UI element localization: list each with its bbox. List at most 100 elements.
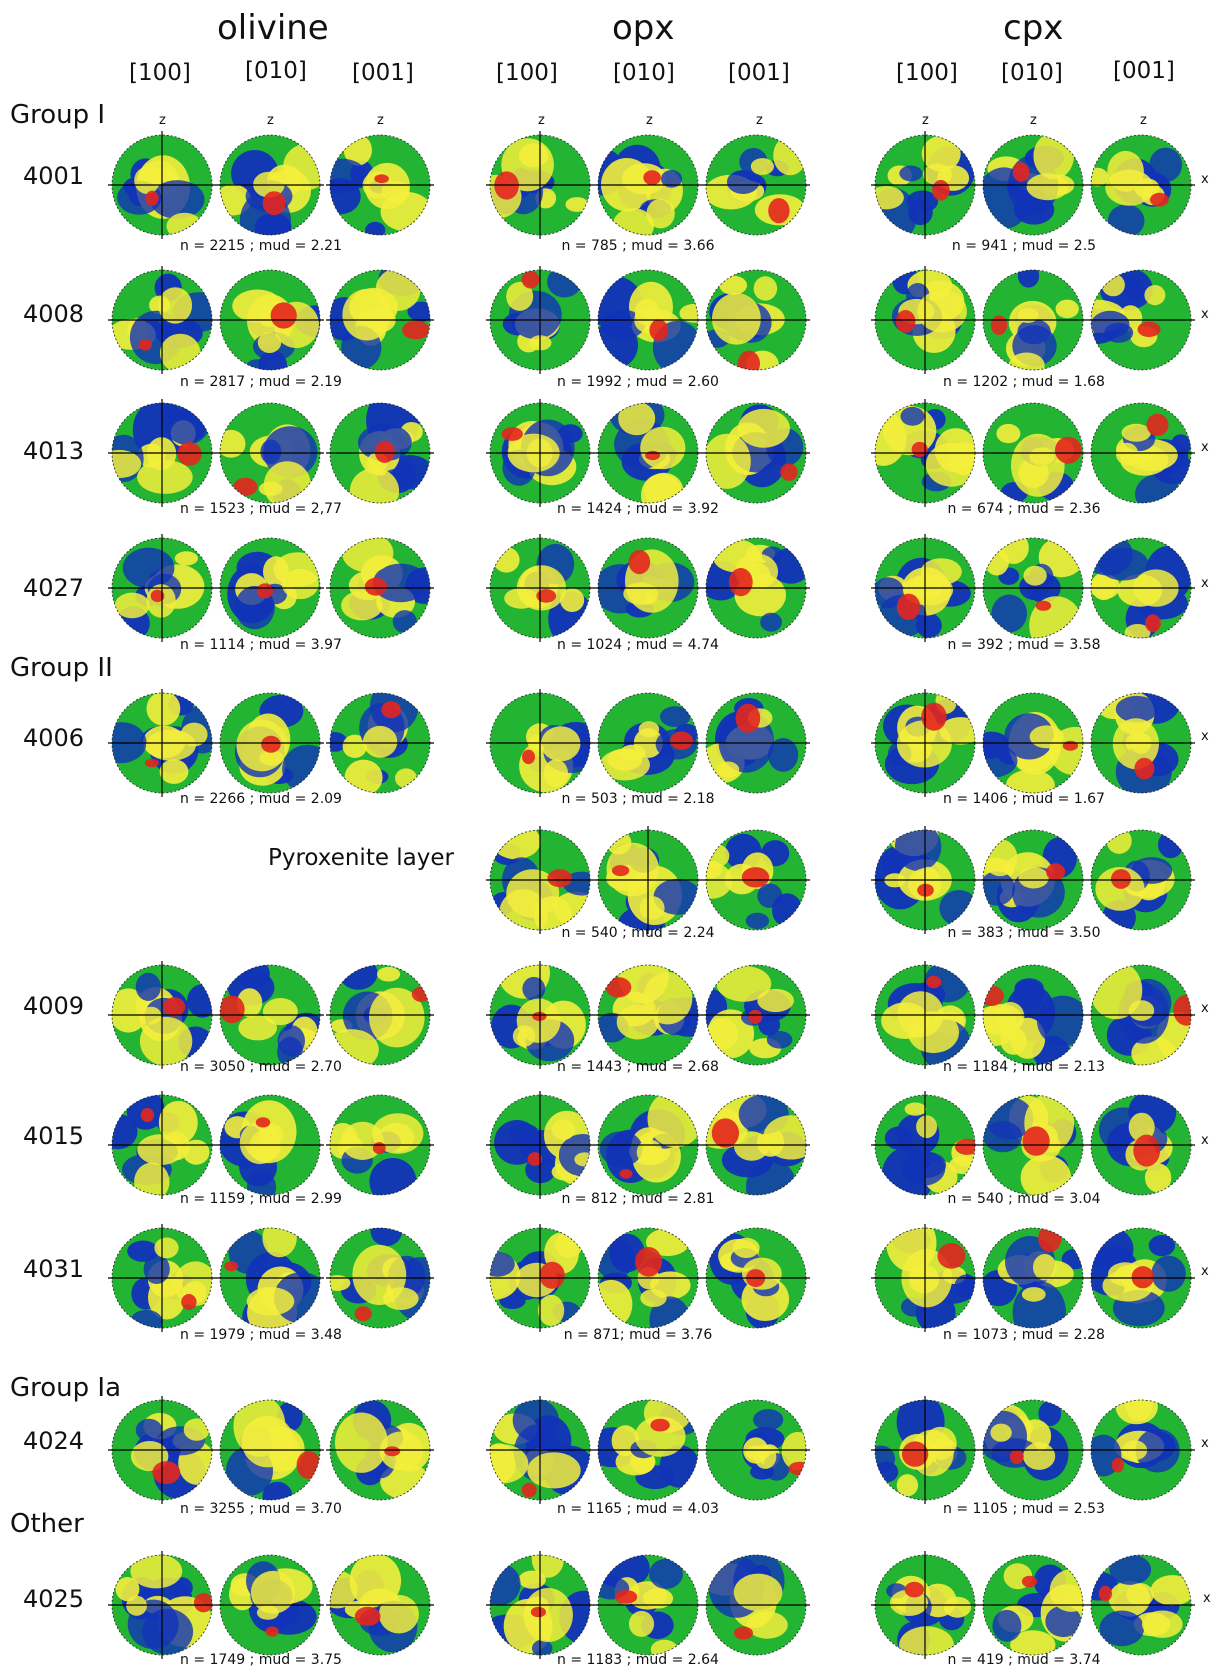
stats-opx: n = 1443 ; mud = 2.68: [557, 1059, 719, 1075]
x-axis-label: x: [1201, 729, 1209, 744]
stats-olivine: n = 1114 ; mud = 3.97: [180, 637, 342, 653]
pole-figure-olivine: [330, 965, 430, 1065]
stats-cpx: n = 941 ; mud = 2.5: [951, 238, 1097, 254]
stats-opx: n = 871; mud = 3.76: [563, 1327, 713, 1343]
x-axis-label: x: [1201, 1133, 1209, 1148]
pole-figure-cpx: [983, 1228, 1083, 1328]
pole-figure-opx: [490, 1400, 590, 1500]
axis-olivine-001: [001]: [352, 60, 414, 86]
axis-olivine-100: [100]: [129, 60, 191, 86]
pole-figure-opx: [490, 693, 590, 793]
stats-cpx: n = 383 ; mud = 3.50: [947, 925, 1101, 941]
pole-figure-olivine: [330, 693, 430, 793]
pole-figure-opx: [598, 538, 698, 638]
pole-figure-cpx: [1091, 270, 1191, 370]
stats-cpx: n = 1105 ; mud = 2.53: [943, 1501, 1105, 1517]
group-label-I: Group I: [10, 100, 106, 130]
group-label-Ia: Group Ia: [10, 1373, 122, 1403]
pole-figure-olivine: [112, 1228, 212, 1328]
stats-opx: n = 503 ; mud = 2.18: [561, 791, 715, 807]
z-axis-label: z: [1030, 113, 1037, 128]
pole-figure-opx: [706, 1228, 806, 1328]
stats-olivine: n = 2817 ; mud = 2.19: [180, 374, 342, 390]
stats-cpx: n = 1184 ; mud = 2.13: [943, 1059, 1105, 1075]
pole-figure-cpx: [1091, 693, 1191, 793]
stats-olivine: n = 1979 ; mud = 3.48: [180, 1327, 342, 1343]
pole-figure-olivine: [112, 270, 212, 370]
pole-figure-olivine: [330, 403, 430, 503]
z-axis-label: z: [922, 113, 929, 128]
pole-figure-olivine: [112, 1555, 212, 1655]
x-axis-label: x: [1201, 307, 1209, 322]
sample-label: 4024: [23, 1427, 85, 1455]
pole-figure-cpx: [875, 830, 975, 930]
stats-olivine: n = 1159 ; mud = 2.99: [180, 1191, 342, 1207]
sample-label: 4027: [23, 574, 85, 602]
sample-label: 4031: [23, 1255, 85, 1283]
stats-olivine: n = 1749 ; mud = 3.75: [180, 1652, 342, 1668]
group-label-other: Other: [10, 1509, 84, 1539]
mineral-title-olivine: olivine: [217, 8, 329, 48]
stats-cpx: n = 392 ; mud = 3.58: [947, 637, 1101, 653]
z-axis-label: z: [646, 113, 653, 128]
pole-figure-olivine: [112, 403, 212, 503]
stats-opx: n = 1424 ; mud = 3.92: [557, 501, 719, 517]
stats-olivine: n = 3050 ; mud = 2.70: [180, 1059, 342, 1075]
z-axis-label: z: [1140, 113, 1147, 128]
sample-label: 4015: [23, 1122, 85, 1150]
pole-figure-cpx: [875, 1400, 975, 1500]
pole-figure-cpx: [875, 135, 975, 235]
axis-opx-100: [100]: [496, 60, 558, 86]
x-axis-label: x: [1201, 172, 1209, 187]
x-axis-label: x: [1201, 1001, 1209, 1016]
stats-cpx: n = 674 ; mud = 2.36: [947, 501, 1101, 517]
mineral-title-opx: opx: [612, 8, 675, 48]
pole-figure-cpx: [875, 1228, 975, 1328]
stats-olivine: n = 2266 ; mud = 2.09: [180, 791, 342, 807]
stats-opx: n = 540 ; mud = 2.24: [561, 925, 715, 941]
pole-figure-cpx: [983, 403, 1083, 503]
x-axis-label: x: [1201, 1264, 1209, 1279]
pole-figure-opx: [706, 1555, 806, 1655]
stats-olivine: n = 1523 ; mud = 2,77: [180, 501, 342, 517]
axis-opx-010: [010]: [613, 60, 675, 86]
sample-label: 4025: [23, 1585, 85, 1613]
pyroxenite-layer-label: Pyroxenite layer: [268, 845, 454, 871]
stats-cpx: n = 540 ; mud = 3.04: [947, 1191, 1101, 1207]
pole-figure-cpx: [1091, 403, 1191, 503]
sample-label: 4013: [23, 437, 85, 465]
pole-figure-cpx: [875, 693, 975, 793]
z-axis-label: z: [756, 113, 763, 128]
axis-olivine-010: [010]: [245, 58, 307, 84]
pole-figure-opx: [490, 538, 590, 638]
z-axis-label: z: [538, 113, 545, 128]
stats-opx: n = 812 ; mud = 2.81: [561, 1191, 715, 1207]
pole-figure-cpx: [875, 1095, 975, 1195]
pole-figure-cpx: [1091, 1400, 1191, 1500]
axis-cpx-010: [010]: [1001, 60, 1063, 86]
pole-figure-opx: [490, 1555, 590, 1655]
stats-olivine: n = 3255 ; mud = 3.70: [180, 1501, 342, 1517]
pole-figure-olivine: [330, 1555, 430, 1655]
pole-figure-cpx: [1091, 965, 1191, 1065]
sample-label: 4008: [23, 300, 85, 328]
pole-figure-opx: [598, 403, 698, 503]
stats-opx: n = 1165 ; mud = 4.03: [557, 1501, 719, 1517]
stats-cpx: n = 1073 ; mud = 2.28: [943, 1327, 1105, 1343]
sample-label: 4006: [23, 724, 85, 752]
stats-cpx: n = 419 ; mud = 3.74: [947, 1652, 1101, 1668]
pole-figure-cpx: [983, 270, 1083, 370]
pole-figure-cpx: [1091, 538, 1191, 638]
pole-figure-olivine: [220, 1400, 320, 1500]
pole-figure-cpx: [1091, 135, 1191, 235]
stats-opx: n = 1183 ; mud = 2.64: [557, 1652, 719, 1668]
pole-figure-olivine: [220, 1228, 320, 1328]
stats-opx: n = 1024 ; mud = 4.74: [557, 637, 719, 653]
stats-cpx: n = 1406 ; mud = 1.67: [943, 791, 1105, 807]
pole-figure-opx: [598, 1555, 698, 1655]
axis-cpx-001: [001]: [1113, 58, 1175, 84]
pole-figure-olivine: [112, 135, 212, 235]
pole-figure-olivine: [112, 693, 212, 793]
stats-olivine: n = 2215 ; mud = 2.21: [180, 238, 342, 254]
